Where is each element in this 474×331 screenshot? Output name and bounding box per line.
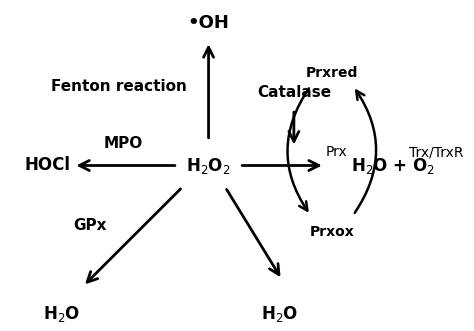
Text: H$_2$O: H$_2$O — [261, 305, 298, 324]
Text: GPx: GPx — [73, 217, 107, 233]
Text: Catalase: Catalase — [257, 85, 331, 100]
Text: H$_2$O + O$_2$: H$_2$O + O$_2$ — [351, 156, 436, 175]
Text: H$_2$O: H$_2$O — [43, 305, 80, 324]
Text: Prxred: Prxred — [306, 66, 358, 80]
Text: H$_2$O$_2$: H$_2$O$_2$ — [186, 156, 231, 175]
Text: MPO: MPO — [104, 136, 143, 152]
Text: Fenton reaction: Fenton reaction — [51, 78, 186, 94]
Text: Prx: Prx — [326, 145, 347, 159]
Text: HOCl: HOCl — [24, 157, 71, 174]
Text: •OH: •OH — [188, 14, 229, 32]
Text: Prxox: Prxox — [310, 225, 354, 239]
Text: Trx/TrxR: Trx/TrxR — [409, 145, 463, 159]
